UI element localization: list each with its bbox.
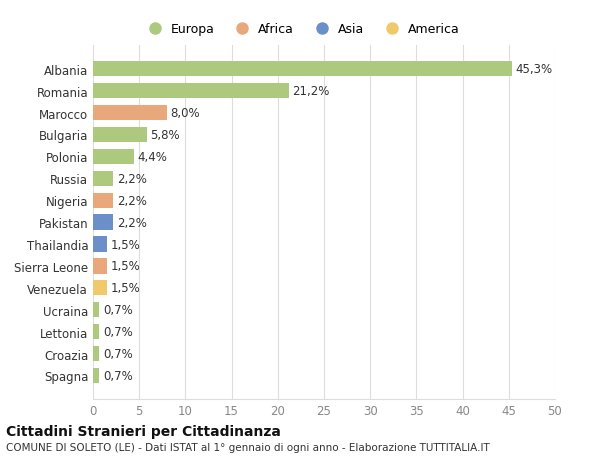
Bar [93,280,107,296]
Text: 8,0%: 8,0% [170,107,200,120]
Text: Cittadini Stranieri per Cittadinanza: Cittadini Stranieri per Cittadinanza [6,425,281,438]
Text: 21,2%: 21,2% [293,85,330,98]
Text: 0,7%: 0,7% [103,303,133,317]
Text: COMUNE DI SOLETO (LE) - Dati ISTAT al 1° gennaio di ogni anno - Elaborazione TUT: COMUNE DI SOLETO (LE) - Dati ISTAT al 1°… [6,442,490,452]
Text: 5,8%: 5,8% [150,129,180,142]
Bar [93,62,512,77]
Bar [93,368,100,383]
Bar [93,324,100,340]
Bar [93,237,107,252]
Bar [93,259,107,274]
Text: 0,7%: 0,7% [103,369,133,382]
Text: 1,5%: 1,5% [110,282,140,295]
Text: 2,2%: 2,2% [117,194,147,207]
Text: 2,2%: 2,2% [117,216,147,229]
Text: 45,3%: 45,3% [515,63,553,76]
Text: 1,5%: 1,5% [110,238,140,251]
Legend: Europa, Africa, Asia, America: Europa, Africa, Asia, America [142,23,460,36]
Bar [93,84,289,99]
Text: 1,5%: 1,5% [110,260,140,273]
Bar [93,171,113,186]
Text: 4,4%: 4,4% [137,151,167,163]
Text: 2,2%: 2,2% [117,173,147,185]
Bar [93,106,167,121]
Bar [93,215,113,230]
Text: 0,7%: 0,7% [103,325,133,338]
Bar [93,149,134,165]
Bar [93,128,146,143]
Text: 0,7%: 0,7% [103,347,133,360]
Bar [93,193,113,208]
Bar [93,302,100,318]
Bar [93,346,100,361]
